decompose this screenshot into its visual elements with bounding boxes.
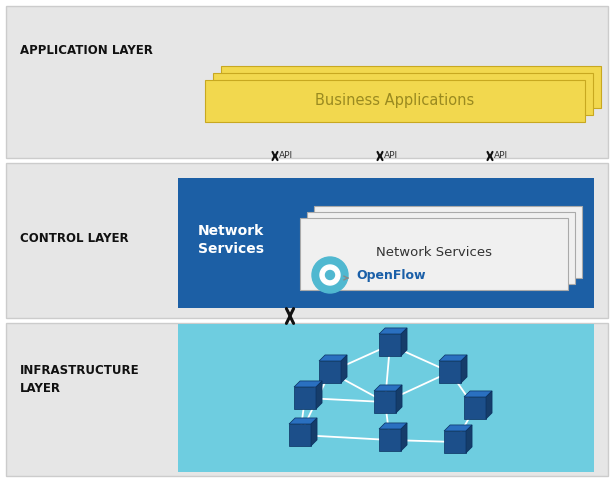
FancyBboxPatch shape xyxy=(300,218,568,290)
Text: Network
Services: Network Services xyxy=(198,224,264,256)
Bar xyxy=(374,391,396,413)
Polygon shape xyxy=(461,355,467,383)
Text: API: API xyxy=(279,152,293,160)
FancyBboxPatch shape xyxy=(6,163,608,318)
Text: Network Services: Network Services xyxy=(376,247,492,260)
FancyBboxPatch shape xyxy=(221,66,601,108)
Polygon shape xyxy=(311,418,317,446)
Polygon shape xyxy=(464,391,492,397)
Polygon shape xyxy=(379,328,407,334)
FancyBboxPatch shape xyxy=(213,73,593,115)
Bar xyxy=(379,334,401,356)
FancyBboxPatch shape xyxy=(314,206,582,278)
FancyBboxPatch shape xyxy=(6,6,608,158)
Polygon shape xyxy=(316,381,322,409)
Polygon shape xyxy=(341,355,347,383)
Bar xyxy=(289,424,311,446)
Polygon shape xyxy=(401,423,407,451)
FancyBboxPatch shape xyxy=(205,80,585,122)
Text: OpenFlow: OpenFlow xyxy=(356,269,426,283)
Text: INFRASTRUCTURE
LAYER: INFRASTRUCTURE LAYER xyxy=(20,364,139,396)
Polygon shape xyxy=(466,425,472,453)
Circle shape xyxy=(325,271,335,279)
Polygon shape xyxy=(374,385,402,391)
Bar xyxy=(319,361,341,383)
Bar xyxy=(294,387,316,409)
Bar xyxy=(444,431,466,453)
Text: API: API xyxy=(494,152,508,160)
FancyBboxPatch shape xyxy=(178,324,594,472)
Bar xyxy=(439,361,461,383)
Bar xyxy=(379,429,401,451)
Bar xyxy=(464,397,486,419)
FancyBboxPatch shape xyxy=(6,2,608,480)
Polygon shape xyxy=(294,381,322,387)
Text: CONTROL LAYER: CONTROL LAYER xyxy=(20,231,128,244)
Text: APPLICATION LAYER: APPLICATION LAYER xyxy=(20,44,153,57)
Polygon shape xyxy=(289,418,317,424)
Polygon shape xyxy=(401,328,407,356)
FancyBboxPatch shape xyxy=(307,212,575,284)
Polygon shape xyxy=(319,355,347,361)
Text: API: API xyxy=(384,152,398,160)
Polygon shape xyxy=(379,423,407,429)
Circle shape xyxy=(320,265,340,285)
Polygon shape xyxy=(396,385,402,413)
Circle shape xyxy=(312,257,348,293)
Polygon shape xyxy=(439,355,467,361)
FancyBboxPatch shape xyxy=(178,178,594,308)
Text: Business Applications: Business Applications xyxy=(316,94,475,108)
Polygon shape xyxy=(486,391,492,419)
FancyBboxPatch shape xyxy=(6,323,608,476)
Polygon shape xyxy=(444,425,472,431)
